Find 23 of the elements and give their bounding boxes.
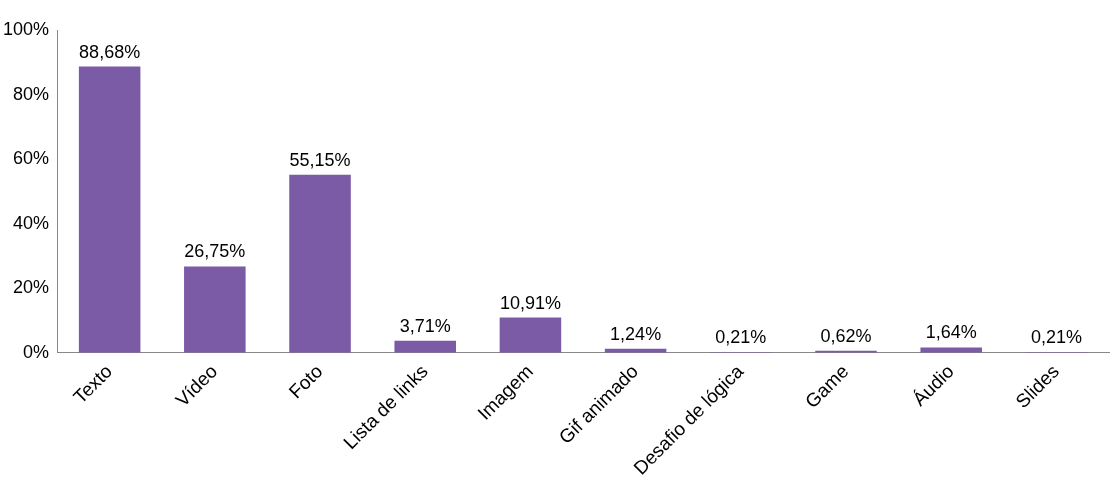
- data-label: 1,24%: [610, 323, 662, 344]
- bar: [499, 317, 562, 353]
- x-tick-label: Foto: [284, 360, 327, 403]
- y-tick-label: 100%: [2, 18, 50, 39]
- data-label: 55,15%: [289, 149, 351, 170]
- data-label: 0,62%: [820, 325, 872, 346]
- y-tick-label: 40%: [13, 212, 50, 233]
- y-tick-label: 80%: [13, 83, 50, 104]
- data-label: 3,71%: [399, 315, 451, 336]
- data-label: 10,91%: [499, 292, 561, 313]
- data-label: 0,21%: [715, 327, 767, 348]
- bar: [78, 66, 141, 353]
- y-tick-label: 20%: [13, 277, 50, 298]
- bar: [289, 174, 351, 353]
- x-tick-label: Lista de links: [339, 360, 432, 454]
- data-label: 0,21%: [1030, 327, 1082, 348]
- data-label: 88,68%: [79, 41, 141, 62]
- data-label: 26,75%: [184, 241, 246, 262]
- bar: [394, 340, 456, 353]
- y-tick-label: 0%: [23, 341, 50, 362]
- bar: [184, 266, 246, 353]
- data-label: 1,64%: [925, 322, 977, 343]
- y-tick-label: 60%: [13, 148, 50, 169]
